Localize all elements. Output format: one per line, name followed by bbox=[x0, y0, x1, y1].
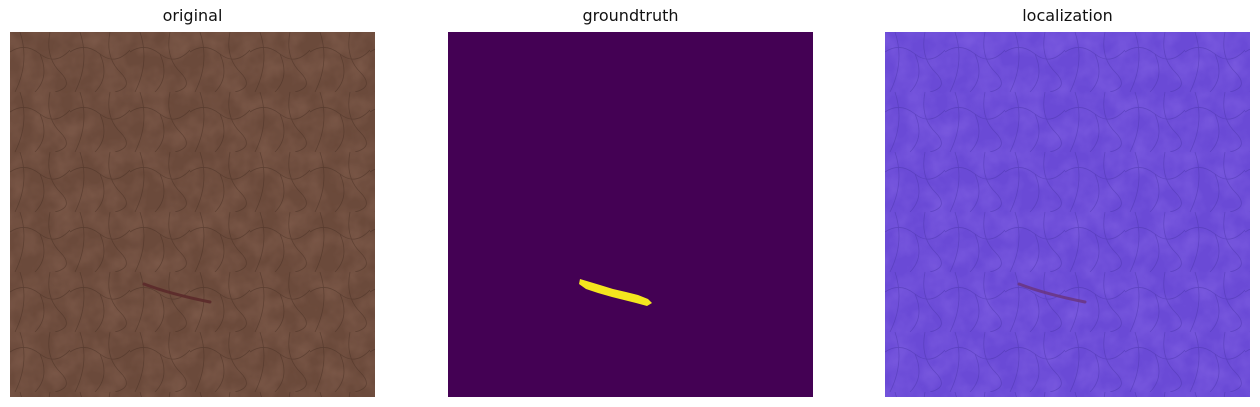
original-image bbox=[10, 32, 375, 397]
overlay-defect-scratch bbox=[1017, 282, 1087, 304]
panel-title-localization: localization bbox=[1022, 6, 1113, 25]
mask-background bbox=[448, 32, 813, 397]
defect-scratch bbox=[142, 282, 212, 304]
localization-image-svg bbox=[885, 32, 1250, 397]
groundtruth-mask-svg bbox=[448, 32, 813, 397]
original-image-svg bbox=[10, 32, 375, 397]
overlay-cracks bbox=[885, 32, 1250, 397]
leather-cracks bbox=[10, 32, 375, 397]
defect-mask bbox=[579, 279, 652, 306]
groundtruth-mask bbox=[448, 32, 813, 397]
localization-image bbox=[885, 32, 1250, 397]
panel-title-original: original bbox=[162, 6, 223, 25]
panel-title-groundtruth: groundtruth bbox=[582, 6, 679, 25]
